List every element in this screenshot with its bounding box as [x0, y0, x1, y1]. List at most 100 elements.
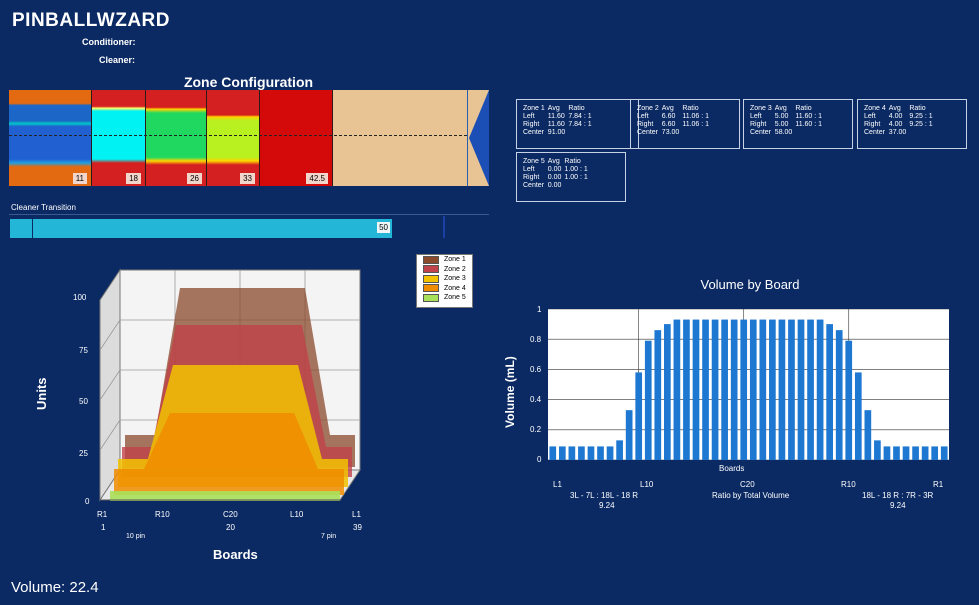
volume-bar [625, 410, 633, 460]
row-label: Left [750, 113, 762, 120]
plot-background [548, 309, 949, 460]
zone-3-segment[interactable]: 26 [146, 90, 207, 186]
zone-3-info: Zone 3 Avg Ratio Left 5.00 11.60 : 1 Right 5.… [743, 99, 853, 149]
board-number-20: 20 [226, 523, 235, 532]
y-tick-75: 75 [79, 346, 88, 355]
row-label: Left [523, 113, 535, 120]
boards-axis-label: Boards [213, 547, 258, 562]
volume-bar [711, 319, 719, 460]
zone-4-info: Zone 4 Avg Ratio Left 4.00 9.25 : 1 Right 4.0… [857, 99, 967, 149]
row-label: Left [637, 113, 649, 120]
volume-bar [769, 319, 776, 460]
row-avg: 4.00 [888, 113, 903, 120]
zone-2-label: 18 [126, 173, 141, 184]
ratio-header: Ratio [909, 105, 926, 112]
legend-item-zone-5: Zone 5 [417, 293, 472, 303]
zone-5-segment[interactable]: 42.5 [260, 90, 333, 186]
avg-header: Avg [774, 105, 787, 112]
board-number-39: 39 [353, 523, 362, 532]
volume-bar [778, 319, 786, 460]
volume-bar [749, 319, 757, 460]
row-label: Right [523, 121, 540, 128]
row-label: Right [637, 121, 654, 128]
row-label: Center [864, 129, 886, 136]
avg-header: Avg [661, 105, 674, 112]
zone-configuration-title: Zone Configuration [183, 74, 314, 90]
row-avg: 11.60 [547, 113, 565, 120]
volume-bar [692, 319, 700, 460]
cleaner-transition-value: 50 [377, 222, 390, 233]
x-tick-c20: C20 [223, 510, 238, 519]
volume-bar [816, 319, 824, 460]
units-axis-label: Units [34, 377, 49, 411]
legend-swatch [423, 293, 439, 302]
zone-1-segment[interactable]: 11 [9, 90, 92, 186]
x-tick-l10: L10 [290, 510, 304, 519]
avg-header: Avg [547, 105, 560, 112]
volume-bar [683, 319, 690, 460]
legend-swatch [423, 265, 439, 274]
volume-bar [664, 324, 671, 460]
zone-4-surface [114, 413, 344, 495]
zone-4-segment[interactable]: 33 [207, 90, 260, 186]
volume-bar [902, 446, 910, 460]
ratio-header: Ratio [682, 105, 699, 112]
cleaner-transition-label: Cleaner Transition [11, 203, 76, 212]
volume-bar [558, 446, 566, 460]
volume-chart-plot [548, 309, 949, 460]
row-avg: 73.00 [661, 129, 680, 136]
volume-bar [883, 446, 891, 460]
legend-item-zone-2: Zone 2 [417, 265, 472, 275]
foul-line-marker [443, 216, 445, 238]
row-ratio [564, 182, 590, 190]
ratio-header: Ratio [568, 105, 585, 112]
ratio-right-value: 9.24 [890, 501, 906, 510]
vx-tick-r10: R10 [841, 480, 856, 489]
zone-title: Zone 1 [523, 105, 545, 112]
zone-configuration-bar[interactable]: 11 18 26 33 42.5 [9, 90, 489, 186]
volume-bar [702, 319, 709, 460]
zone-legend: Zone 1 Zone 2 Zone 3 Zone 4 Zone 5 [416, 254, 473, 308]
row-ratio: 1.00 : 1 [564, 174, 588, 181]
vy-tick-0-6: 0.6 [530, 365, 542, 374]
center-line [9, 135, 467, 136]
zone-title: Zone 3 [750, 105, 772, 112]
volume-bar [616, 440, 623, 460]
legend-label: Zone 1 [444, 256, 466, 264]
volume-bar [940, 446, 948, 460]
volume-bar [606, 446, 614, 460]
row-label: Right [750, 121, 767, 128]
y-tick-100: 100 [73, 293, 87, 302]
legend-swatch [423, 255, 439, 264]
vy-tick-0-8: 0.8 [530, 335, 542, 344]
row-ratio: 1.00 : 1 [564, 166, 588, 173]
zone-3-label: 26 [187, 173, 202, 184]
volume-bar [931, 446, 939, 460]
volume-bar [721, 319, 728, 460]
volume-bar [597, 446, 604, 460]
cleaner-transition-bar[interactable]: 50 [9, 218, 393, 239]
row-ratio [682, 129, 712, 137]
volume-axis-label: Volume (mL) [503, 356, 517, 428]
cleaner-label: Cleaner: [99, 55, 136, 65]
zone-5-info: Zone 5 Avg Ratio Left 0.00 1.00 : 1 Right 0.0… [516, 152, 626, 202]
zone-1-info: Zone 1 Avg Ratio Left 11.60 7.84 : 1 Right 11… [516, 99, 639, 149]
volume-chart-title: Volume by Board [700, 277, 800, 292]
row-avg: 0.00 [547, 182, 562, 189]
cleaner-transition-track [9, 214, 489, 215]
row-avg: 0.00 [547, 166, 562, 173]
legend-item-zone-3: Zone 3 [417, 274, 472, 284]
zone-2-segment[interactable]: 18 [92, 90, 146, 186]
row-avg: 5.00 [774, 113, 789, 120]
zone-title: Zone 2 [637, 105, 659, 112]
pin-left-label: 10 pin [126, 533, 146, 540]
volume-x-axis-label: Boards [719, 464, 745, 473]
vy-tick-0-4: 0.4 [530, 395, 542, 404]
row-avg: 11.60 [547, 121, 565, 128]
app-title: PINBALLWZARD [12, 10, 170, 31]
row-label: Right [523, 174, 540, 181]
row-label: Right [864, 121, 881, 128]
volume-bar [864, 410, 872, 460]
volume-bars [549, 319, 948, 460]
volume-bar [835, 330, 843, 460]
